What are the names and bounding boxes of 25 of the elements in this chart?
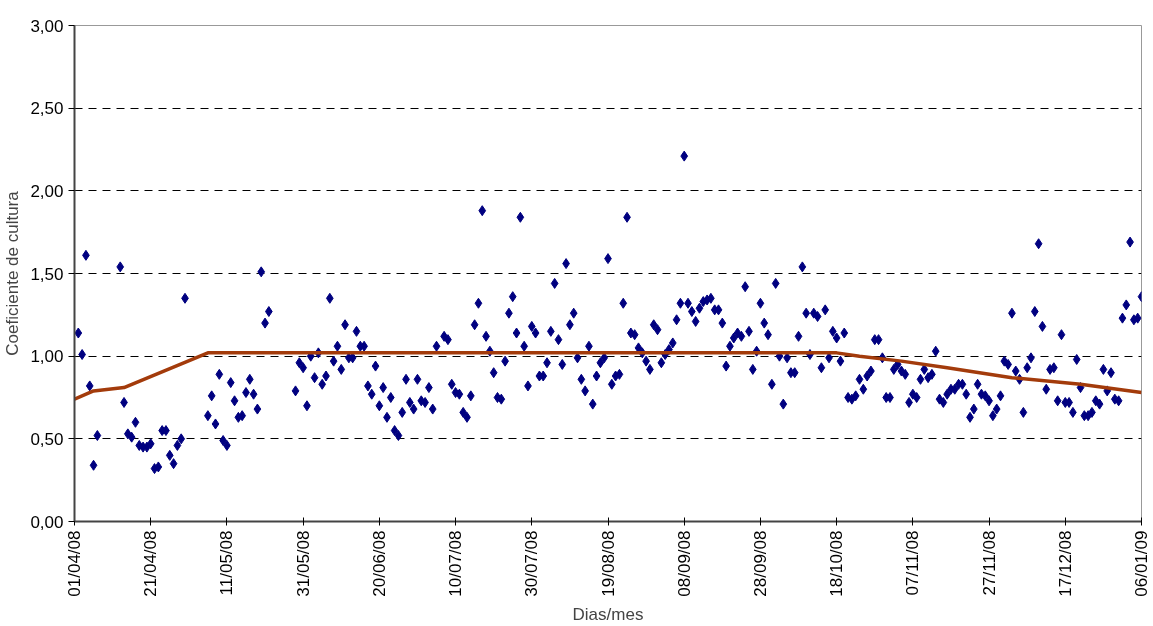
x-tick-label: 06/01/09 [1132, 530, 1151, 597]
y-tick-label: 2,00 [30, 181, 64, 201]
x-tick-label: 30/07/08 [522, 530, 542, 597]
x-tick-label: 10/07/08 [446, 530, 466, 597]
x-tick-label: 07/11/08 [903, 530, 923, 596]
x-tick-label: 19/08/08 [598, 530, 618, 597]
y-tick-label: 0,00 [30, 512, 64, 532]
x-axis-title: Dias/mes [572, 604, 644, 624]
y-tick-label: 3,00 [30, 16, 64, 36]
y-tick-label: 1,50 [30, 264, 64, 284]
x-tick-label: 18/10/08 [827, 530, 847, 597]
x-tick-label: 11/05/08 [217, 530, 237, 596]
x-tick-label: 28/09/08 [750, 530, 770, 597]
y-tick-label: 2,50 [30, 99, 64, 119]
x-tick-label: 20/06/08 [369, 530, 389, 597]
x-tick-label: 17/12/08 [1055, 530, 1075, 597]
x-tick-label: 27/11/08 [979, 530, 999, 596]
x-tick-label: 21/04/08 [141, 530, 161, 597]
y-axis-title: Coeficiente de cultura [3, 190, 23, 356]
x-tick-label: 31/05/08 [293, 530, 313, 597]
x-tick-label: 01/04/08 [65, 530, 84, 597]
y-tick-label: 0,50 [30, 429, 64, 449]
line-series [74, 351, 1142, 401]
y-tick-label: 1,00 [30, 347, 64, 367]
x-tick-label: 08/09/08 [674, 530, 694, 597]
